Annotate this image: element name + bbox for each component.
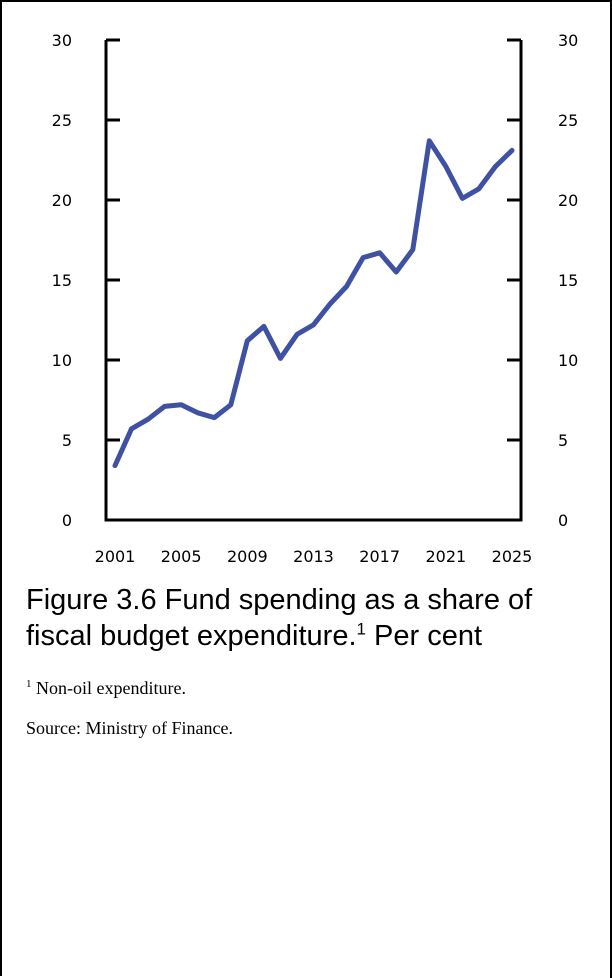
x-tick-label: 2021 bbox=[425, 547, 466, 566]
figure-title-footnote-mark: 1 bbox=[356, 619, 366, 639]
y-tick-label-right: 10 bbox=[558, 351, 578, 370]
y-tick-label-left: 10 bbox=[52, 351, 72, 370]
figure-title: Figure 3.6 Fund spending as a share of f… bbox=[26, 582, 596, 654]
y-tick-label-left: 5 bbox=[62, 431, 72, 450]
source-note: Source: Ministry of Finance. bbox=[26, 718, 233, 738]
series-line bbox=[112, 138, 515, 469]
y-axis-right: 0 5 10 15 20 25 30 bbox=[507, 31, 578, 530]
chart-axes bbox=[104, 40, 523, 522]
y-tick-label-left: 20 bbox=[52, 191, 72, 210]
y-tick-label-right: 30 bbox=[558, 31, 578, 50]
x-tick-label: 2005 bbox=[161, 547, 202, 566]
chart-series bbox=[112, 138, 515, 469]
y-tick-label-left: 15 bbox=[52, 271, 72, 290]
x-tick-label: 2025 bbox=[492, 547, 533, 566]
footnote: 1 Non-oil expenditure. bbox=[26, 678, 596, 699]
footnote-text: Non-oil expenditure. bbox=[31, 678, 186, 698]
y-axis-left: 0 5 10 15 20 25 30 bbox=[52, 31, 120, 530]
figure-title-text: Figure 3.6 Fund spending as a share of f… bbox=[26, 584, 533, 652]
x-tick-label: 2017 bbox=[359, 547, 400, 566]
y-tick-label-left: 25 bbox=[52, 111, 72, 130]
y-tick-label-right: 5 bbox=[558, 431, 568, 450]
y-tick-label-left: 0 bbox=[62, 511, 72, 530]
x-tick-label: 2009 bbox=[227, 547, 268, 566]
page-frame-right bbox=[610, 0, 612, 978]
x-tick-label: 2013 bbox=[293, 547, 334, 566]
footnote-mark: 1 bbox=[26, 678, 32, 690]
y-tick-label-left: 30 bbox=[52, 31, 72, 50]
y-tick-label-right: 20 bbox=[558, 191, 578, 210]
x-axis: 2001 2005 2009 2013 2017 2021 2025 bbox=[95, 547, 533, 566]
y-tick-label-right: 25 bbox=[558, 111, 578, 130]
figure-title-unit: Per cent bbox=[365, 620, 483, 652]
y-tick-label-right: 0 bbox=[558, 511, 568, 530]
y-tick-label-right: 15 bbox=[558, 271, 578, 290]
x-tick-label: 2001 bbox=[95, 547, 136, 566]
